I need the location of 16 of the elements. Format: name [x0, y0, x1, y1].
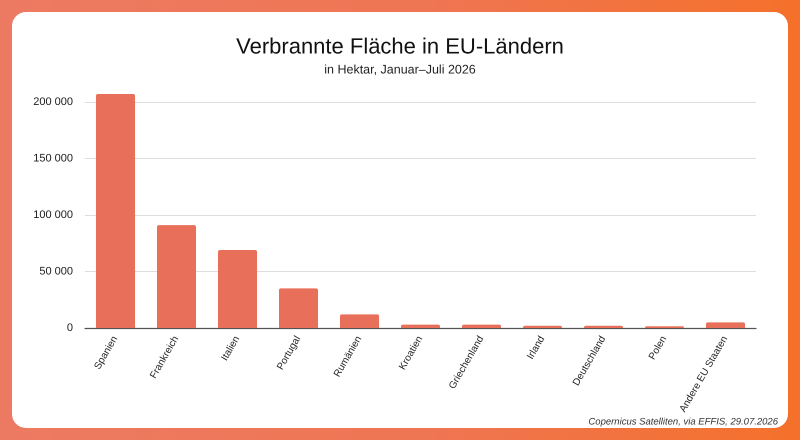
y-tick-label: 100 000	[33, 208, 73, 221]
chart-subtitle: in Hektar, Januar–Juli 2026	[324, 62, 476, 76]
bar	[340, 314, 380, 328]
y-tick-label: 200 000	[33, 96, 73, 108]
bar	[156, 225, 196, 328]
y-tick-label: 50 000	[39, 265, 73, 278]
bar	[706, 322, 746, 328]
bar	[96, 94, 136, 328]
chart-title: Verbrannte Fläche in EU-Ländern	[236, 34, 564, 58]
bar	[218, 250, 258, 328]
y-tick-label: 150 000	[33, 152, 73, 164]
bar	[400, 324, 440, 328]
bar	[462, 324, 502, 328]
y-tick-label: 0	[66, 322, 73, 334]
bar	[278, 288, 318, 328]
text: Copernicus Satelliten, via EFFIS, 29.07.2026	[588, 416, 779, 428]
